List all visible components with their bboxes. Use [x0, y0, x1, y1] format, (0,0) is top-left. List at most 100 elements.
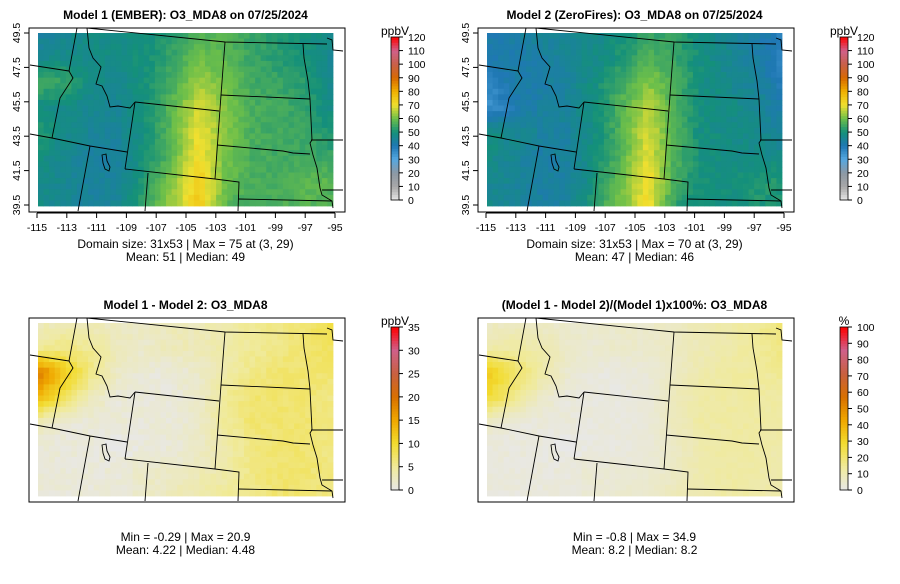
heatmap-cell [127, 401, 133, 407]
heatmap-cell [261, 83, 267, 89]
heatmap-cell [105, 39, 111, 45]
heatmap-cell [327, 340, 333, 346]
heatmap-cell [543, 195, 549, 201]
heatmap-cell [127, 178, 133, 184]
heatmap-cell [277, 167, 283, 173]
heatmap-cell [294, 128, 300, 134]
heatmap-cell [160, 362, 166, 368]
heatmap-cell [643, 83, 649, 89]
heatmap-cell [565, 117, 571, 123]
heatmap-cell [44, 122, 50, 128]
heatmap-cell [322, 396, 328, 402]
heatmap-cell [149, 122, 155, 128]
heatmap-cell [687, 33, 693, 39]
heatmap-cell [55, 412, 61, 418]
colorbar-segment [391, 178, 399, 181]
heatmap-cell [83, 55, 89, 61]
heatmap-cell [660, 117, 666, 123]
heatmap-cell [671, 200, 677, 206]
heatmap-cell [576, 106, 582, 112]
heatmap-cell [704, 89, 710, 95]
heatmap-cell [55, 189, 61, 195]
colorbar-tick-label: 60 [408, 114, 420, 126]
heatmap-cell [77, 407, 83, 413]
heatmap-cell [621, 44, 627, 50]
heatmap-cell [166, 106, 172, 112]
heatmap-cell [222, 457, 228, 463]
heatmap-cell [138, 401, 144, 407]
heatmap-cell [77, 66, 83, 72]
heatmap-cell [277, 133, 283, 139]
heatmap-cell [255, 446, 261, 452]
heatmap-cell [110, 173, 116, 179]
heatmap-cell [77, 356, 83, 362]
heatmap-cell [55, 55, 61, 61]
heatmap-cell [188, 362, 194, 368]
heatmap-cell [199, 78, 205, 84]
heatmap-cell [283, 401, 289, 407]
heatmap-cell [266, 356, 272, 362]
heatmap-cell [172, 55, 178, 61]
heatmap-cell [44, 384, 50, 390]
heatmap-cell [138, 362, 144, 368]
heatmap-cell [49, 390, 55, 396]
heatmap-cell [194, 184, 200, 190]
heatmap-cell [83, 340, 89, 346]
heatmap-cell [188, 195, 194, 201]
heatmap-cell [227, 407, 233, 413]
heatmap-cell [570, 167, 576, 173]
heatmap-cell [749, 161, 755, 167]
heatmap-cell [205, 384, 211, 390]
heatmap-cell [83, 161, 89, 167]
heatmap-cell [66, 189, 72, 195]
heatmap-cell [749, 167, 755, 173]
heatmap-cell [55, 368, 61, 374]
colorbar-segment [840, 189, 848, 192]
heatmap-cell [138, 72, 144, 78]
heatmap-cell [693, 78, 699, 84]
heatmap-cell [66, 122, 72, 128]
heatmap-cell [498, 139, 504, 145]
heatmap-cell [250, 94, 256, 100]
heatmap-cell [487, 139, 493, 145]
heatmap-cell [127, 33, 133, 39]
heatmap-cell [121, 128, 127, 134]
heatmap-cell [493, 72, 499, 78]
heatmap-cell [144, 61, 150, 67]
heatmap-cell [133, 94, 139, 100]
heatmap-cell [300, 145, 306, 151]
heatmap-cell [693, 66, 699, 72]
colorbar-tick-label: 100 [408, 59, 426, 71]
heatmap-cell [55, 39, 61, 45]
heatmap-cell [60, 106, 66, 112]
heatmap-cell [183, 72, 189, 78]
heatmap-cell [183, 384, 189, 390]
heatmap-cell [194, 435, 200, 441]
heatmap-cell [199, 379, 205, 385]
heatmap-cell [704, 39, 710, 45]
heatmap-cell [760, 195, 766, 201]
heatmap-cell [526, 33, 532, 39]
heatmap-cell [233, 351, 239, 357]
heatmap-cell [66, 390, 72, 396]
heatmap-cell [227, 156, 233, 162]
heatmap-cell [133, 412, 139, 418]
heatmap-cell [526, 83, 532, 89]
heatmap-cell [177, 39, 183, 45]
heatmap-cell [138, 457, 144, 463]
heatmap-cell [699, 66, 705, 72]
heatmap-cell [216, 167, 222, 173]
heatmap-cell [255, 435, 261, 441]
heatmap-cell [693, 173, 699, 179]
heatmap-cell [166, 89, 172, 95]
heatmap-cell [316, 345, 322, 351]
heatmap-cell [155, 418, 161, 424]
heatmap-cell [609, 55, 615, 61]
heatmap-cell [576, 78, 582, 84]
heatmap-cell [665, 66, 671, 72]
heatmap-cell [543, 111, 549, 117]
heatmap-cell [726, 122, 732, 128]
heatmap-cell [615, 44, 621, 50]
heatmap-cell [105, 345, 111, 351]
heatmap-cell [493, 195, 499, 201]
